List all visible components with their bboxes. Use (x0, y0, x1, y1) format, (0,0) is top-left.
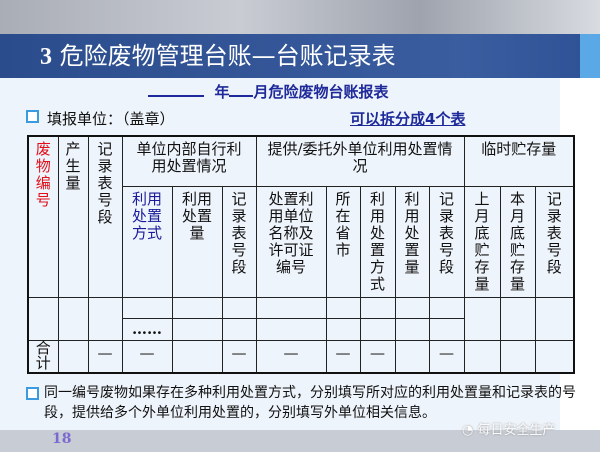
total-label: 合计 (27, 339, 59, 374)
table-cell[interactable] (221, 296, 257, 319)
title-text: 危险废物管理台账—台账记录表 (59, 42, 396, 70)
page-number: 18 (52, 431, 72, 447)
sub-header: 记录表号段 (428, 185, 465, 298)
sub-header: 本月底贮存量 (499, 185, 536, 298)
title-band (0, 34, 600, 78)
dash-cell: — (121, 339, 173, 374)
table-cell[interactable] (428, 296, 465, 319)
dash-cell: — (221, 339, 257, 374)
table-cell[interactable] (255, 317, 327, 341)
table-cell (534, 339, 575, 374)
table-cell[interactable] (359, 317, 396, 341)
subtitle-year: 年 (214, 83, 230, 101)
table-cell (171, 339, 223, 374)
group-storage: 临时贮存量 (463, 135, 575, 187)
table-cell[interactable] (394, 317, 430, 341)
group-external: 提供/委托外单位利用处置情况 (255, 135, 465, 187)
table-cell (499, 339, 536, 374)
table-cell (394, 339, 430, 374)
table-cell[interactable] (499, 296, 536, 341)
sub-header: 利用处置方式 (359, 185, 396, 298)
table-cell[interactable] (325, 296, 361, 319)
split-note: 可以拆分成4个表 (350, 110, 466, 128)
footnote-text: 同一编号废物如果存在多种利用处置方式，分别填写所对应的利用处置量和记录表的号段，… (44, 385, 576, 421)
slide-title: 3 危险废物管理台账—台账记录表 (40, 38, 396, 75)
header-generated: 产生量 (57, 135, 89, 298)
table-cell[interactable] (87, 296, 123, 341)
wechat-icon: ◔ (462, 423, 478, 438)
table-cell[interactable] (27, 296, 59, 341)
dash-cell: — (325, 339, 361, 374)
table-cell[interactable] (325, 317, 361, 341)
table-row (27, 296, 575, 341)
header-record-no: 记录表号段 (87, 135, 123, 298)
table-cell[interactable] (394, 296, 430, 319)
footer-bar (0, 430, 600, 452)
table-cell[interactable] (428, 317, 465, 341)
bullet-square-icon (26, 387, 39, 400)
table-cell[interactable] (171, 296, 223, 319)
table-cell[interactable] (171, 317, 223, 341)
title-number: 3 (40, 44, 52, 70)
dash-cell: — (87, 339, 123, 374)
dash-cell: — (255, 339, 327, 374)
fill-unit-label: 填报单位：（盖章） (47, 110, 175, 128)
report-subtitle: 年 月危险废物台账报表 (148, 81, 388, 102)
table-cell[interactable] (121, 296, 173, 319)
footnote: 同一编号废物如果存在多种利用处置方式，分别填写所对应的利用处置量和记录表的号段，… (26, 383, 586, 423)
dash-cell: — (359, 339, 396, 374)
bullet-square-icon (26, 110, 39, 123)
watermark: ◔ 每日安全生产 (462, 419, 556, 438)
table-cell[interactable] (463, 296, 501, 341)
table-cell[interactable] (534, 296, 575, 341)
watermark-text: 每日安全生产 (477, 423, 556, 438)
sub-header: 利用处置方式 (121, 185, 173, 298)
ledger-table: 废物编号 产生量 记录表号段 单位内部自行利用处置情况 提供/委托外单位利用处置… (27, 135, 575, 374)
ellipsis-cell: …… (121, 317, 173, 341)
group-internal: 单位内部自行利用处置情况 (121, 135, 257, 187)
table-cell[interactable] (221, 317, 257, 341)
table-cell (57, 339, 89, 374)
sub-header: 上月底贮存量 (463, 185, 501, 298)
table-row: …… (28, 317, 574, 341)
table-cell[interactable] (359, 296, 396, 319)
sub-header: 记录表号段 (221, 185, 257, 298)
sub-header: 记录表号段 (534, 185, 575, 298)
sub-header: 利用处置量 (394, 185, 430, 298)
total-row: 合计 — — — — — — — (27, 339, 575, 374)
fill-unit-line: 填报单位：（盖章） (26, 108, 175, 129)
sub-header: 利用处置量 (171, 185, 223, 298)
header-image (0, 0, 600, 35)
table-cell (463, 339, 501, 374)
sub-header: 处置利用单位名称及许可证编号 (255, 185, 327, 298)
dash-cell: — (428, 339, 465, 374)
table-cell[interactable] (57, 296, 89, 341)
subtitle-rest: 月危险废物台账报表 (253, 83, 389, 101)
header-waste-id: 废物编号 (27, 135, 59, 298)
sub-header: 所在省市 (325, 185, 361, 298)
table-cell[interactable] (255, 296, 327, 319)
